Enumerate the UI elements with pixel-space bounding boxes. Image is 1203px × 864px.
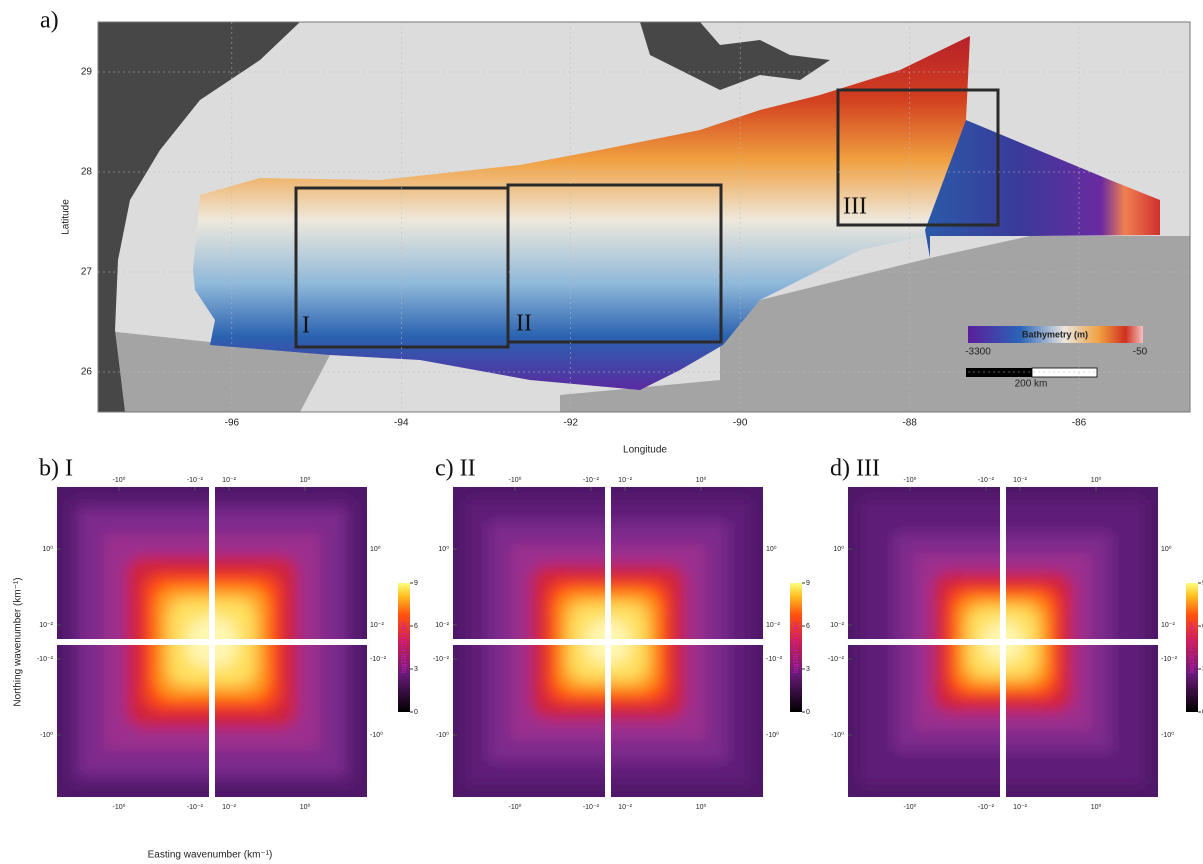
x-tick-label: 10⁰ <box>696 803 707 811</box>
y-tick-label: 10⁻² <box>1161 622 1175 629</box>
x-tick-label: 10⁻² <box>1013 804 1027 811</box>
y-tick-label: 10⁻² <box>830 622 844 629</box>
y-tick-label: -10⁰ <box>831 731 844 739</box>
x-tick-label: 10⁻² <box>222 804 236 811</box>
y-axis-label: Latitude <box>61 199 72 235</box>
y-tick-label: 29 <box>81 67 93 78</box>
x-tick-label: -86 <box>1072 418 1087 429</box>
x-tick-label: -90 <box>733 418 748 429</box>
colorbar-min: -3300 <box>965 347 991 358</box>
x-tick-label: -96 <box>225 418 240 429</box>
colorbar-label: log10( PSD ) m⁴ <box>401 622 408 673</box>
axis-gap <box>453 639 763 645</box>
axis-gap <box>848 639 1158 645</box>
box-label: III <box>843 194 867 220</box>
y-tick-label: 10⁻² <box>766 622 780 629</box>
x-tick-label: -10⁰ <box>904 803 917 811</box>
x-tick-label: 10⁻² <box>618 804 632 811</box>
colorbar-label: log10( PSD ) m⁴ <box>1189 622 1196 673</box>
colorbar-tick-label: 0 <box>414 709 418 716</box>
x-tick-label: -10⁻² <box>978 804 995 811</box>
y-tick-label: -10⁻² <box>37 656 54 663</box>
y-tick-label: -10⁰ <box>436 731 449 739</box>
y-tick-label: 10⁰ <box>766 545 777 553</box>
scale-bar <box>1032 368 1097 377</box>
x-tick-label: 10⁻² <box>222 477 236 484</box>
y-tick-label: 10⁰ <box>833 545 844 553</box>
y-tick-label: -10⁰ <box>40 731 53 739</box>
x-tick-label: -10⁰ <box>113 803 126 811</box>
x-tick-label: -88 <box>902 418 917 429</box>
map: I II III Bathymetry (m) -3300 -50 200 km <box>98 22 1190 412</box>
scale-label: 200 km <box>1015 379 1048 390</box>
x-tick-label: -10⁻² <box>583 804 600 811</box>
y-tick-label: -10⁻² <box>1161 656 1178 663</box>
y-tick-label: 10⁻² <box>39 622 53 629</box>
colorbar-tick-label: 6 <box>806 623 810 630</box>
colorbar-tick-label: 3 <box>806 666 810 673</box>
y-tick-label: -10⁰ <box>370 731 383 739</box>
spectrum <box>453 487 763 797</box>
axis-gap <box>57 639 367 645</box>
panel-label: a) <box>40 8 59 34</box>
x-tick-label: 10⁰ <box>1091 476 1102 484</box>
x-axis-label: Longitude <box>623 445 667 456</box>
x-axis-label: Easting wavenumber (km⁻¹) <box>148 850 273 861</box>
y-tick-label: -10⁻² <box>828 656 845 663</box>
y-tick-label: 10⁰ <box>370 545 381 553</box>
x-tick-label: -10⁻² <box>978 477 995 484</box>
box-label: I <box>302 313 310 339</box>
x-tick-label: 10⁰ <box>696 476 707 484</box>
x-tick-label: -92 <box>563 418 578 429</box>
x-tick-label: 10⁻² <box>618 477 632 484</box>
x-tick-label: -10⁻² <box>187 477 204 484</box>
y-tick-label: -10⁻² <box>370 656 387 663</box>
y-tick-label: 28 <box>81 167 93 178</box>
scale-bar <box>966 368 1032 377</box>
y-tick-label: 10⁰ <box>42 545 53 553</box>
x-tick-label: 10⁰ <box>1091 803 1102 811</box>
panel-label: c) II <box>435 456 476 482</box>
figure: a) I II III Bathymetry (m) -3300 -50 200… <box>0 0 1203 864</box>
x-tick-label: -10⁻² <box>187 804 204 811</box>
colorbar-title: Bathymetry (m) <box>1022 329 1088 339</box>
spectrum <box>848 487 1158 797</box>
colorbar-tick-label: 3 <box>414 666 418 673</box>
y-tick-label: -10⁰ <box>766 731 779 739</box>
y-tick-label: -10⁰ <box>1161 731 1174 739</box>
y-tick-label: 10⁰ <box>438 545 449 553</box>
y-axis-label: Northing wavenumber (km⁻¹) <box>13 577 24 706</box>
y-tick-label: -10⁻² <box>433 656 450 663</box>
x-tick-label: -10⁻² <box>583 477 600 484</box>
colorbar-tick-label: 9 <box>414 580 418 587</box>
x-tick-label: 10⁰ <box>300 476 311 484</box>
y-tick-label: -10⁻² <box>766 656 783 663</box>
y-tick-label: 10⁻² <box>370 622 384 629</box>
panel-label: d) III <box>830 456 880 482</box>
colorbar-max: -50 <box>1133 347 1148 358</box>
x-tick-label: -10⁰ <box>509 476 522 484</box>
colorbar-tick-label: 6 <box>414 623 418 630</box>
colorbar-tick-label: 0 <box>806 709 810 716</box>
x-tick-label: -10⁰ <box>509 803 522 811</box>
panel-label: b) I <box>39 456 73 482</box>
x-tick-label: -10⁰ <box>904 476 917 484</box>
y-tick-label: 27 <box>81 267 93 278</box>
box-label: II <box>516 311 532 337</box>
x-tick-label: -94 <box>394 418 409 429</box>
colorbar-label: log10( PSD ) m⁴ <box>793 622 800 673</box>
x-tick-label: 10⁰ <box>300 803 311 811</box>
x-tick-label: -10⁰ <box>113 476 126 484</box>
x-tick-label: 10⁻² <box>1013 477 1027 484</box>
spectrum <box>57 487 367 797</box>
y-tick-label: 10⁰ <box>1161 545 1172 553</box>
colorbar-tick-label: 9 <box>806 580 810 587</box>
y-tick-label: 10⁻² <box>435 622 449 629</box>
y-tick-label: 26 <box>81 367 93 378</box>
